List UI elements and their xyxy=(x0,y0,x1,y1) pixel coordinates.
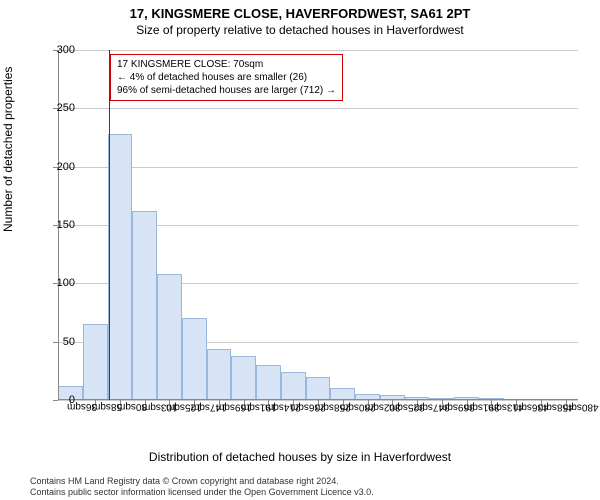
gridline xyxy=(58,50,578,51)
histogram-bar xyxy=(157,274,182,400)
histogram-bar xyxy=(231,356,256,400)
histogram-bar xyxy=(281,372,306,400)
ytick-label: 250 xyxy=(45,102,75,114)
histogram-bar xyxy=(108,134,133,400)
annotation-line-1: 17 KINGSMERE CLOSE: 70sqm xyxy=(117,58,336,71)
footer-line-2: Contains public sector information licen… xyxy=(30,487,374,498)
ytick-label: 300 xyxy=(45,44,75,56)
annotation-line-2: ← 4% of detached houses are smaller (26) xyxy=(117,71,336,84)
footer-line-1: Contains HM Land Registry data © Crown c… xyxy=(30,476,374,487)
histogram-bar xyxy=(256,365,281,400)
histogram-bar xyxy=(207,349,232,400)
histogram-bar xyxy=(182,318,207,400)
chart-container: 17, KINGSMERE CLOSE, HAVERFORDWEST, SA61… xyxy=(0,0,600,500)
chart-title-address: 17, KINGSMERE CLOSE, HAVERFORDWEST, SA61… xyxy=(0,0,600,21)
property-marker-line xyxy=(109,50,111,400)
gridline xyxy=(58,167,578,168)
ytick-label: 100 xyxy=(45,277,75,289)
annotation-box: 17 KINGSMERE CLOSE: 70sqm← 4% of detache… xyxy=(110,54,343,101)
x-axis-label: Distribution of detached houses by size … xyxy=(0,450,600,464)
ytick-label: 150 xyxy=(45,219,75,231)
annotation-line-3: 96% of semi-detached houses are larger (… xyxy=(117,84,336,97)
chart-subtitle: Size of property relative to detached ho… xyxy=(0,21,600,37)
histogram-bar xyxy=(83,324,108,400)
ytick-label: 50 xyxy=(45,336,75,348)
gridline xyxy=(58,108,578,109)
y-axis-label: Number of detached properties xyxy=(1,67,15,232)
ytick-label: 200 xyxy=(45,161,75,173)
histogram-bar xyxy=(132,211,157,400)
histogram-bar xyxy=(306,377,331,400)
footer-attribution: Contains HM Land Registry data © Crown c… xyxy=(30,476,374,498)
plot-area xyxy=(58,50,578,400)
